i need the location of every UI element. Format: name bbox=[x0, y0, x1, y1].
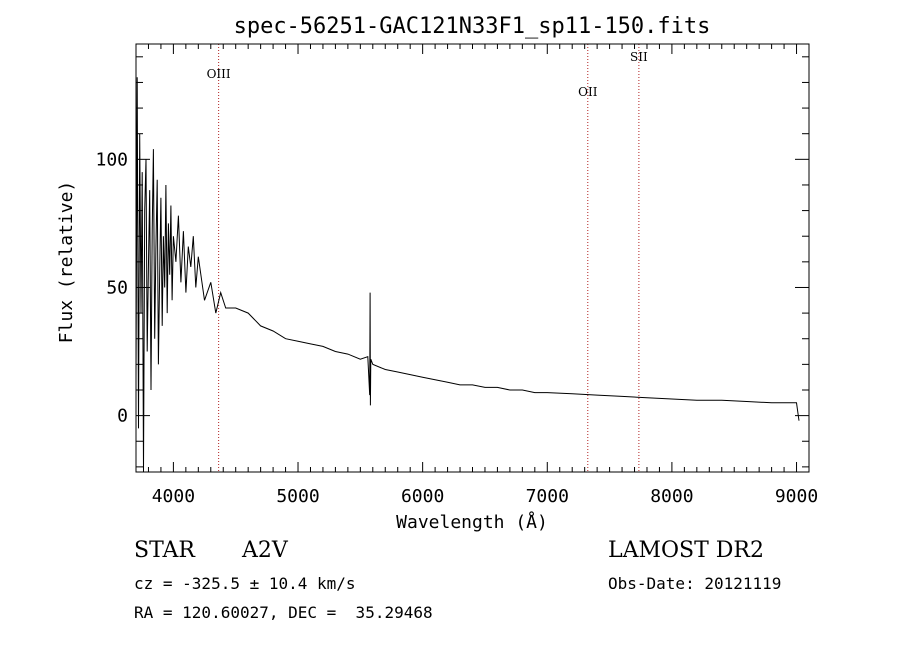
spectral-subclass: A2V bbox=[242, 538, 288, 563]
x-tick-label: 8000 bbox=[650, 486, 693, 507]
observation-date: Obs-Date: 20121119 bbox=[608, 574, 782, 593]
y-tick-label: 0 bbox=[117, 406, 128, 427]
flux-series-line bbox=[135, 77, 800, 473]
ra-dec-coordinates: RA = 120.60027, DEC = 35.29468 bbox=[134, 603, 433, 622]
x-axis-label: Wavelength (Å) bbox=[396, 511, 548, 533]
emission-line-label-oii: OII bbox=[578, 85, 598, 99]
object-class: STAR bbox=[134, 538, 195, 563]
survey-name: LAMOST DR2 bbox=[608, 538, 764, 563]
emission-line-label-oiii: OIII bbox=[207, 67, 231, 81]
redshift-cz: cz = -325.5 ± 10.4 km/s bbox=[134, 574, 356, 593]
plot-frame bbox=[135, 43, 810, 473]
x-tick-label: 4000 bbox=[152, 486, 195, 507]
chart-title: spec-56251-GAC121N33F1_sp11-150.fits bbox=[234, 14, 711, 39]
y-tick-label: 100 bbox=[95, 149, 128, 170]
y-axis-label: Flux (relative) bbox=[56, 181, 77, 344]
x-tick-label: 5000 bbox=[276, 486, 319, 507]
x-tick-label: 6000 bbox=[401, 486, 444, 507]
y-tick-label: 50 bbox=[106, 277, 128, 298]
x-tick-label: 7000 bbox=[526, 486, 569, 507]
emission-line-label-sii: SII bbox=[630, 50, 648, 64]
x-tick-label: 9000 bbox=[775, 486, 818, 507]
